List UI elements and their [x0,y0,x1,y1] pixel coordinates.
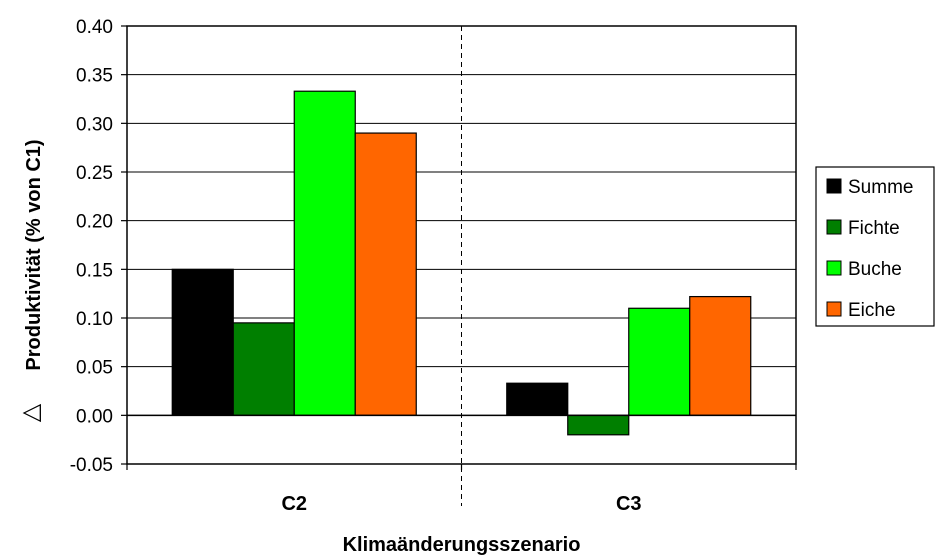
y-tick-label: 0.30 [76,114,113,135]
x-category-label: C3 [616,493,642,515]
y-tick-label: 0.05 [76,358,113,379]
y-tick-label: -0.05 [70,455,113,476]
bar-fichte-c3 [567,414,630,436]
y-tick-label: 0.15 [76,260,113,281]
legend-label: Summe [848,177,913,198]
y-axis-title: Produktivität (% von C1) [23,139,45,370]
y-tick-label: 0.35 [76,66,113,87]
x-category-label: C2 [281,493,307,515]
y-tick-label: 0.10 [76,309,113,330]
y-tick-label: 0.00 [76,406,113,427]
bar-eiche-c2 [354,132,417,416]
x-axis-title: Klimaänderungsszenario [343,534,581,555]
y-tick-label: 0.25 [76,163,113,184]
bar-summe-c3 [506,382,569,416]
y-axis: 0.40 0.35 0.30 0.25 0.20 0.15 0.10 0.05 0.00 -0.0… [70,17,127,476]
y-tick-label: 0.40 [76,17,113,38]
bar-buche-c2 [293,90,356,416]
bar-eiche-c3 [689,295,752,416]
bar-buche-c3 [628,307,691,416]
legend-swatch [826,219,842,235]
delta-symbol: △ [16,403,44,422]
legend-swatch [826,301,842,317]
legend-swatch [826,260,842,276]
x-axis: C2 C3 [126,464,797,515]
legend-swatch [826,178,842,194]
bar-fichte-c2 [232,322,295,416]
y-tick-label: 0.20 [76,212,113,233]
legend: Summe Fichte Buche Eiche [815,166,935,327]
legend-label: Buche [848,259,902,280]
y-axis-title-group: △ Produktivität (% von C1) [16,139,45,422]
bar-summe-c2 [171,268,234,416]
legend-label: Eiche [848,300,896,321]
legend-label: Fichte [848,218,900,239]
